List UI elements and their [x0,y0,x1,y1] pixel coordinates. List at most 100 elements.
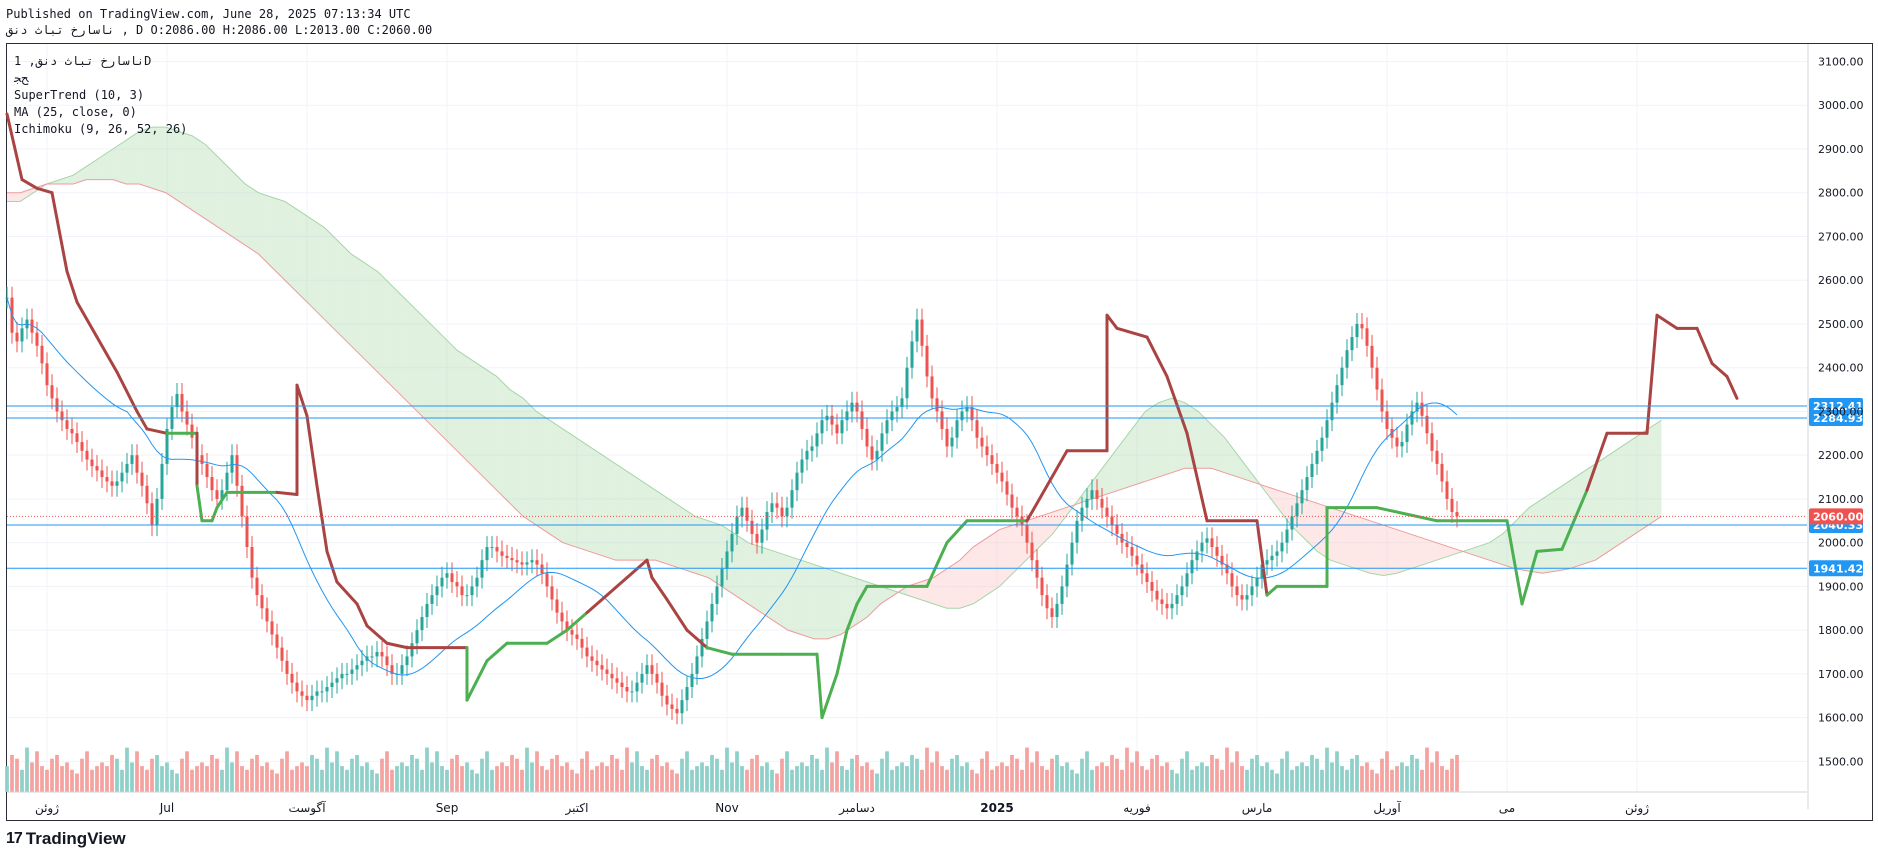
supertrend-segment[interactable] [605,576,629,597]
supertrend-segment[interactable] [1535,547,1564,553]
supertrend-segment[interactable] [855,584,869,606]
supertrend-segment[interactable] [275,490,299,497]
supertrend-segment[interactable] [1725,374,1739,400]
supertrend-segment[interactable] [1025,449,1069,523]
supertrend-segment[interactable] [925,541,949,588]
ichimoku-cloud-segment [59,175,74,184]
ichimoku-cloud-segment [801,560,815,639]
supertrend-segment[interactable] [95,335,119,374]
candle-body [180,393,184,412]
candle-body [1045,595,1049,609]
supertrend-segment[interactable] [835,628,849,676]
chart-frame[interactable] [6,43,1873,821]
supertrend-segment[interactable] [585,593,609,615]
ichimoku-cloud-segment [1515,507,1530,572]
supertrend-segment[interactable] [295,383,309,418]
volume-bar [1350,758,1354,792]
supertrend-segment[interactable] [545,628,569,645]
supertrend-segment[interactable] [135,409,149,431]
supertrend-segment[interactable] [665,598,689,632]
supertrend-segment[interactable] [1115,326,1149,339]
supertrend-segment[interactable] [625,558,649,580]
supertrend-segment[interactable] [650,576,669,602]
moving-average-line[interactable] [6,297,1458,679]
supertrend-segment[interactable] [565,611,589,632]
supertrend-segment[interactable] [1560,488,1589,551]
supertrend-segment[interactable] [1505,519,1524,606]
supertrend-segment[interactable] [820,672,839,720]
supertrend-segment[interactable] [305,414,319,488]
supertrend-segment[interactable] [1585,431,1609,492]
supertrend-segment[interactable] [75,300,99,339]
candle-body [120,472,124,482]
candle-body [785,507,789,517]
volume-bar [200,762,204,792]
supertrend-segment[interactable] [485,641,509,663]
supertrend-segment[interactable] [145,427,169,435]
supertrend-segment[interactable] [50,191,69,273]
supertrend-segment[interactable] [1710,361,1729,378]
legend-symbol[interactable]: ناسارخ تباث دنق, 1D [14,54,152,68]
supertrend-segment[interactable] [385,641,409,650]
volume-bar [120,769,124,792]
volume-bar [1375,773,1379,792]
supertrend-segment[interactable] [365,624,389,645]
supertrend-segment[interactable] [335,580,359,606]
supertrend-segment[interactable] [1145,335,1169,378]
legend-ma[interactable]: MA (25, close, 0) [14,105,137,119]
legend-supertrend[interactable]: SuperTrend (10, 3) [14,88,145,102]
volume-bar [1065,762,1069,792]
candle-body [730,533,734,552]
volume-bar [1395,766,1399,792]
supertrend-segment[interactable] [215,490,229,510]
candle-body [1165,603,1169,609]
supertrend-segment[interactable] [195,484,204,523]
supertrend-segment[interactable] [1265,584,1279,597]
supertrend-segment[interactable] [1375,506,1439,523]
supertrend-segment[interactable] [705,646,734,656]
supertrend-segment[interactable] [115,370,139,413]
candle-body [150,503,154,526]
supertrend-segment[interactable] [65,269,79,304]
volume-bar [690,769,694,792]
supertrend-segment[interactable] [1520,549,1539,606]
volume-bar [425,747,429,792]
supertrend-segment[interactable] [5,112,24,182]
candle-body [455,582,459,587]
ichimoku-cloud-segment [1476,542,1490,561]
candle-body [1450,498,1454,513]
ichimoku-cloud-segment [1264,485,1278,508]
candle-body [420,617,424,631]
supertrend-segment[interactable] [1185,431,1209,523]
supertrend-segment[interactable] [645,558,654,580]
supertrend-segment[interactable] [1165,374,1189,435]
supertrend-segment[interactable] [325,549,339,584]
supertrend-segment[interactable] [1105,313,1119,330]
candle-body [1380,389,1384,412]
legend-ichimoku[interactable]: Ichimoku (9, 26, 52, 26) [14,122,188,136]
supertrend-segment[interactable] [355,602,369,628]
supertrend-segment[interactable] [815,652,824,720]
supertrend-segment[interactable] [1645,313,1659,435]
supertrend-segment[interactable] [1695,326,1714,365]
supertrend-segment[interactable] [210,506,219,523]
ichimoku-cloud-segment [364,262,378,373]
supertrend-segment[interactable] [845,602,859,632]
ichimoku-cloud-segment [179,131,193,211]
supertrend-segment[interactable] [685,628,709,650]
candle-body [345,673,349,675]
supertrend-segment[interactable] [35,186,54,195]
volume-bar [875,773,879,792]
candle-body [1300,490,1304,504]
supertrend-segment[interactable] [315,484,329,553]
candle-body [70,428,74,434]
candle-body [510,557,514,561]
supertrend-segment[interactable] [20,178,39,190]
supertrend-segment[interactable] [1655,313,1679,330]
supertrend-segment[interactable] [465,659,489,702]
supertrend-segment[interactable] [1255,519,1269,597]
candle-body [550,586,554,600]
tradingview-logo[interactable]: 17 TradingView [6,829,126,849]
supertrend-segment[interactable] [945,519,969,545]
